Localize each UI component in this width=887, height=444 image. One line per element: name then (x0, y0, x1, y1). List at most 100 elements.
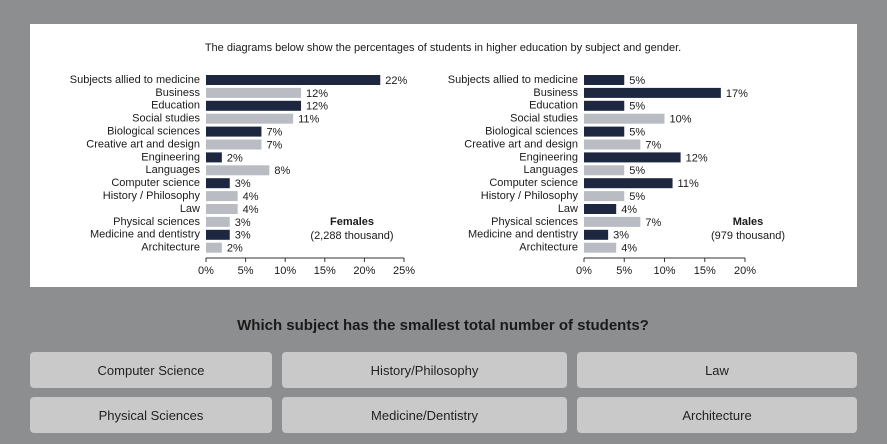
bar (206, 100, 302, 111)
category-label: Physical sciences (491, 216, 578, 228)
bar (584, 178, 673, 189)
x-tick-label: 5% (616, 265, 632, 277)
category-label: Medicine and dentistry (468, 229, 579, 241)
option-button[interactable]: Medicine/Dentistry (282, 397, 567, 433)
category-label: History / Philosophy (481, 190, 579, 202)
x-tick-label: 0% (576, 265, 592, 277)
x-tick-label: 0% (198, 265, 214, 277)
chart-card (30, 24, 857, 287)
bar (206, 216, 230, 227)
value-label: 17% (726, 88, 748, 100)
value-label: 4% (243, 191, 259, 203)
bar (584, 87, 721, 98)
category-label: Law (180, 203, 200, 215)
value-label: 5% (629, 127, 645, 139)
category-label: Architecture (519, 242, 578, 254)
category-label: Business (533, 87, 578, 99)
x-tick-label: 20% (353, 265, 375, 277)
category-label: Education (151, 100, 200, 112)
category-label: Subjects allied to medicine (448, 74, 578, 86)
category-label: Physical sciences (113, 216, 200, 228)
value-label: 12% (306, 88, 328, 100)
category-label: Medicine and dentistry (90, 229, 201, 241)
category-label: History / Philosophy (103, 190, 201, 202)
value-label: 3% (235, 178, 251, 190)
option-button[interactable]: Architecture (577, 397, 857, 433)
value-label: 4% (621, 204, 637, 216)
category-label: Engineering (519, 151, 578, 163)
value-label: 12% (306, 101, 328, 113)
bar (206, 139, 262, 150)
x-tick-label: 15% (694, 265, 716, 277)
category-label: Computer science (111, 177, 200, 189)
bar (584, 216, 641, 227)
bar (206, 126, 262, 137)
category-label: Biological sciences (485, 126, 578, 138)
category-label: Social studies (132, 113, 200, 125)
value-label: 11% (298, 114, 319, 126)
chart-title: The diagrams below show the percentages … (205, 42, 681, 54)
value-label: 22% (385, 75, 407, 87)
annotation: (2,288 thousand) (310, 230, 393, 242)
value-label: 8% (274, 165, 290, 177)
value-label: 3% (235, 230, 251, 242)
category-label: Biological sciences (107, 126, 200, 138)
category-label: Creative art and design (464, 138, 578, 150)
bar (584, 204, 617, 214)
bar (584, 113, 665, 124)
option-button[interactable]: Computer Science (30, 352, 272, 388)
bar (206, 191, 238, 202)
value-label: 7% (266, 139, 282, 151)
value-label: 7% (266, 127, 282, 139)
value-label: 11% (678, 178, 699, 190)
category-label: Law (558, 203, 578, 215)
bar (584, 139, 641, 150)
category-label: Social studies (510, 113, 578, 125)
x-tick-label: 25% (393, 265, 415, 277)
category-label: Languages (146, 164, 201, 176)
x-tick-label: 5% (238, 265, 254, 277)
annotation: Males (733, 216, 764, 228)
category-label: Business (155, 87, 200, 99)
bar (584, 126, 625, 137)
value-label: 7% (645, 217, 661, 229)
bar (584, 165, 625, 176)
value-label: 5% (629, 75, 645, 87)
option-button[interactable]: Physical Sciences (30, 397, 272, 433)
bar (584, 75, 625, 85)
bar (584, 152, 681, 163)
value-label: 2% (227, 152, 243, 164)
value-label: 10% (670, 114, 692, 126)
annotation: Females (330, 216, 374, 228)
bar (584, 242, 617, 253)
category-label: Languages (524, 164, 579, 176)
bar (206, 229, 230, 240)
bar (206, 87, 302, 98)
value-label: 4% (243, 204, 259, 216)
value-label: 12% (686, 152, 708, 164)
x-tick-label: 20% (734, 265, 756, 277)
value-label: 3% (613, 230, 629, 242)
bar (206, 75, 381, 85)
value-label: 5% (629, 191, 645, 203)
category-label: Computer science (489, 177, 578, 189)
option-button[interactable]: Law (577, 352, 857, 388)
value-label: 7% (645, 139, 661, 151)
bar (206, 178, 230, 189)
option-button[interactable]: History/Philosophy (282, 352, 567, 388)
category-label: Subjects allied to medicine (70, 74, 200, 86)
category-label: Architecture (141, 242, 200, 254)
value-label: 3% (235, 217, 251, 229)
bar (584, 229, 609, 240)
x-tick-label: 10% (274, 265, 296, 277)
value-label: 2% (227, 243, 243, 255)
bar (206, 165, 270, 176)
bar (206, 204, 238, 214)
bar (584, 191, 625, 202)
bar (206, 242, 222, 253)
value-label: 4% (621, 243, 637, 255)
value-label: 5% (629, 101, 645, 113)
bar (206, 113, 294, 124)
